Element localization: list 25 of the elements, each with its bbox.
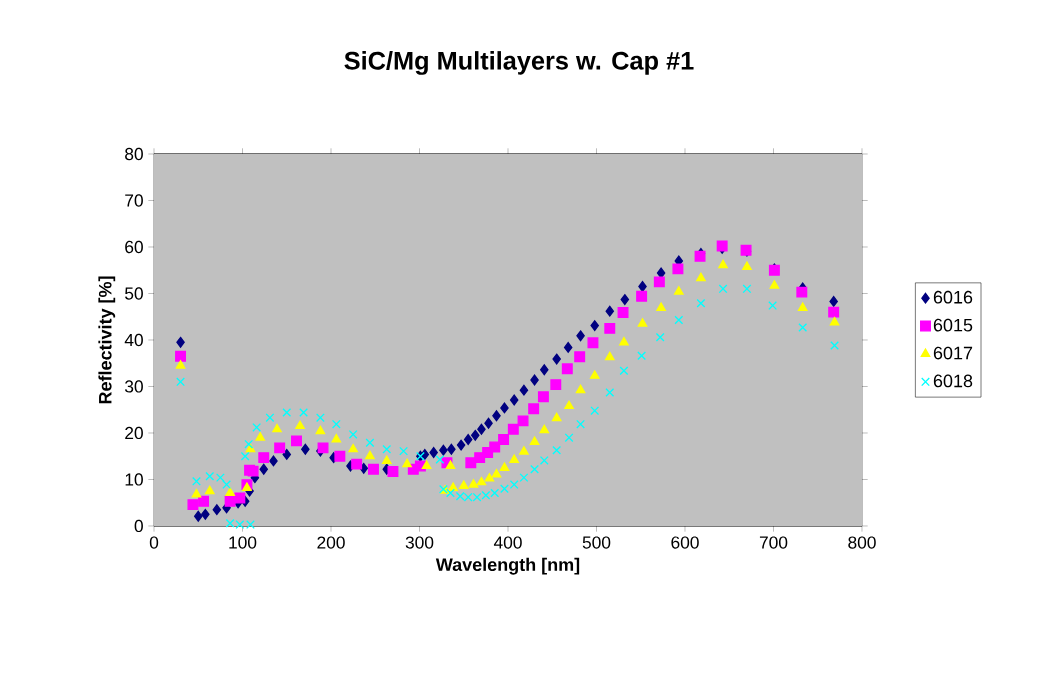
y-tick-label: 50 (125, 287, 143, 300)
x-axis-title: Wavelength [nm] (435, 557, 580, 575)
x-tick-label: 300 (405, 536, 434, 549)
x-tick-label: 700 (759, 536, 788, 549)
legend-label: 6016 (933, 290, 973, 304)
legend-label: 6017 (933, 346, 973, 360)
y-tick-label: 30 (124, 380, 143, 393)
y-tick-label: 60 (125, 240, 143, 254)
x-tick-label: 200 (317, 536, 345, 549)
x-tick-label: 800 (848, 536, 876, 549)
chart-title: SiC/Mg Multilayers w. Cap #1 (344, 51, 694, 75)
x-tick-label: 0 (149, 536, 159, 549)
y-tick-label: 10 (125, 473, 143, 486)
x-tick-label: 100 (229, 536, 257, 549)
legend-label: 6015 (933, 318, 973, 332)
y-tick-label: 20 (125, 426, 143, 440)
legend-label: 6018 (933, 374, 973, 388)
x-tick-label: 500 (582, 536, 611, 549)
y-tick-label: 70 (125, 194, 143, 207)
y-tick-label: 0 (134, 519, 143, 533)
x-tick-label: 600 (671, 536, 699, 549)
y-tick-label: 40 (124, 333, 143, 347)
x-tick-label: 400 (493, 536, 522, 549)
y-axis-title: Reflectivity [%] (98, 276, 116, 404)
y-tick-label: 80 (125, 147, 143, 161)
